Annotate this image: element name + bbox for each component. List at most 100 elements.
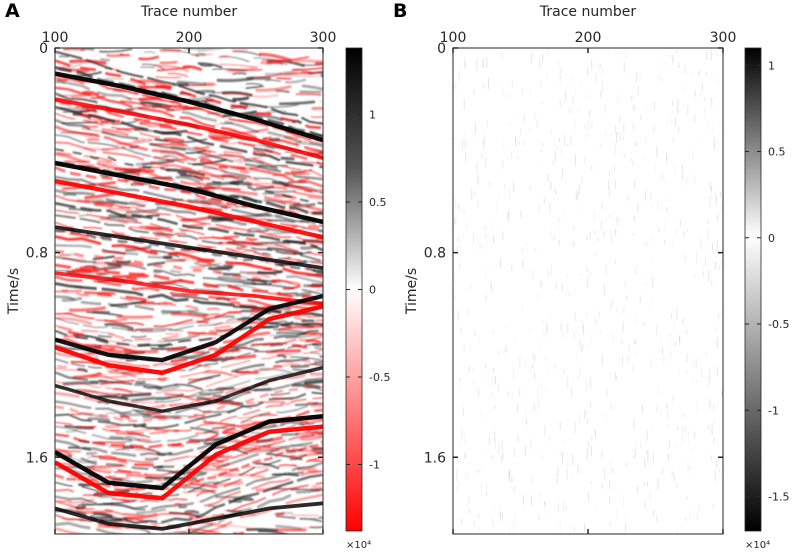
noise-streak <box>302 525 323 529</box>
y-tick-label-b: 1.6 <box>424 450 446 466</box>
layer-line <box>55 125 323 188</box>
noise-streak <box>95 318 128 322</box>
colorbar-tick-label-a: 0.5 <box>369 196 387 209</box>
layer-line <box>55 228 323 274</box>
noise-streak <box>231 180 252 186</box>
reflector-6 <box>55 294 323 363</box>
noise-streak <box>163 334 200 341</box>
noise-streak <box>311 106 323 110</box>
noise-streak <box>70 93 100 98</box>
y-tick-label-a: 0.8 <box>26 246 48 262</box>
noise-streak <box>291 447 323 455</box>
noise-streak <box>275 515 296 519</box>
noise-streak <box>312 447 323 450</box>
noise-streak <box>257 529 289 534</box>
colorbar-tick-label-b: 1 <box>768 59 775 72</box>
layer-line <box>55 214 323 263</box>
layer-line <box>55 456 323 504</box>
noise-streak <box>78 214 89 217</box>
noise-streak <box>208 327 235 334</box>
noise-streak <box>64 425 76 429</box>
noise-streak <box>75 426 95 430</box>
noise-streak <box>125 208 159 214</box>
noise-streak <box>152 270 162 274</box>
noise-streak <box>246 401 256 405</box>
x-axis-label-a: Trace number <box>140 4 237 20</box>
noise-streak <box>164 205 187 210</box>
layer-line <box>55 349 323 381</box>
noise-streak <box>243 159 265 165</box>
noise-streak <box>295 93 322 96</box>
y-tick-label-a: 1.6 <box>26 450 48 466</box>
noise-streak <box>266 61 284 64</box>
layer-line <box>55 263 323 303</box>
noise-streak <box>160 530 188 534</box>
noise-streak <box>112 274 149 279</box>
noise-streak <box>233 370 249 373</box>
noise-streak <box>199 64 213 67</box>
noise-streak <box>190 482 218 489</box>
colorbar-b: 1 0.5 0 -0.5 -1 -1.5 ×10⁴ <box>744 47 789 551</box>
noise-streak <box>121 339 133 342</box>
noise-streak <box>253 57 288 66</box>
noise-streak <box>252 241 291 245</box>
noise-streak <box>299 178 309 181</box>
noise-streak <box>279 402 290 406</box>
noise-streak <box>154 138 170 143</box>
layer-line <box>55 118 323 181</box>
layer-line <box>55 461 323 511</box>
colorbar-exponent-a: ×10⁴ <box>346 540 371 551</box>
noise-streak <box>96 273 109 276</box>
noise-streak <box>108 207 132 212</box>
noise-streak <box>300 69 312 74</box>
noise-streak <box>154 398 182 403</box>
reflector-4 <box>55 225 323 270</box>
noise-streak <box>249 113 283 121</box>
noise-streak <box>96 392 127 396</box>
y-axis-label-b: Time/s <box>404 268 420 315</box>
noise-streak <box>207 134 228 138</box>
layer-line <box>55 307 323 333</box>
noise-streak <box>109 435 132 441</box>
noise-streak <box>137 302 168 306</box>
y-tick-label-b: 0.8 <box>424 246 446 262</box>
colorbar-tick-label-a: 0 <box>369 284 376 297</box>
noise-streak <box>155 76 181 79</box>
noise-streak <box>197 48 227 52</box>
layer-line <box>55 188 323 238</box>
noise-streak <box>135 327 173 331</box>
layer-line <box>55 152 323 212</box>
noise-streak <box>56 500 72 503</box>
reflector-9 <box>55 414 323 491</box>
noise-streak <box>159 60 178 65</box>
noise-streak <box>266 349 302 354</box>
noise-streak <box>137 438 152 443</box>
noise-streak <box>84 192 115 200</box>
noise-streak <box>116 260 132 264</box>
noise-streak <box>68 498 95 504</box>
noise-streak <box>265 79 282 82</box>
noise-streak <box>176 80 207 86</box>
noise-streak <box>232 96 250 102</box>
noise-streak <box>296 467 318 472</box>
noise-streak <box>56 365 68 368</box>
noise-streak <box>118 460 128 464</box>
x-tick-label-a: 100 <box>42 30 69 46</box>
noise-streak <box>125 400 159 404</box>
noise-streak <box>304 378 323 381</box>
noise-streak <box>182 65 203 71</box>
noise-streak <box>311 484 322 489</box>
noise-streak <box>174 232 187 235</box>
layer-line <box>55 105 323 169</box>
reflector-11 <box>55 501 323 531</box>
noise-streak <box>170 358 188 363</box>
noise-streak <box>73 475 112 481</box>
noise-streak <box>217 276 257 286</box>
layer-line <box>55 473 323 525</box>
noise-streak <box>274 56 310 62</box>
noise-streak <box>112 527 123 531</box>
noise-streak <box>200 158 212 163</box>
noise-streak <box>131 335 147 339</box>
noise-streak <box>125 359 138 362</box>
noise-streak <box>72 372 102 379</box>
